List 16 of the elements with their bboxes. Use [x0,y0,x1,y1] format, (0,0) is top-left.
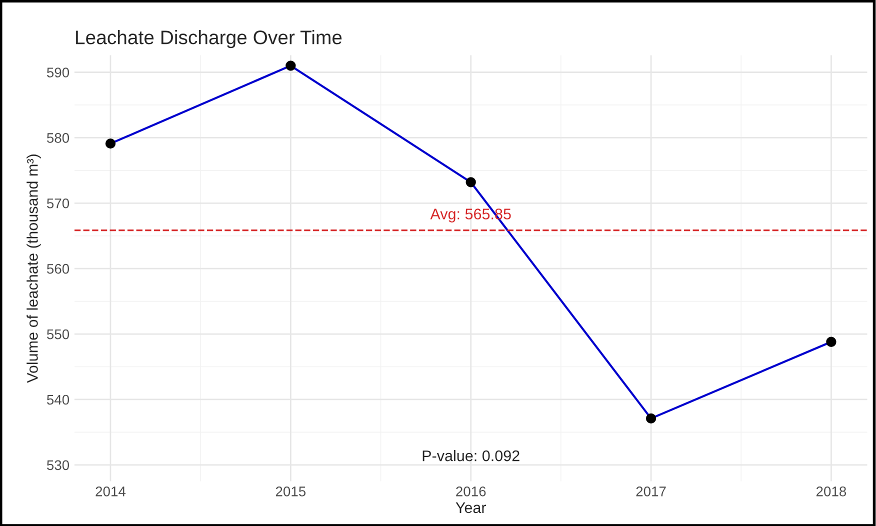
x-tick-label: 2016 [456,486,486,496]
y-tick-label: 540 [46,394,70,405]
x-axis-title: Year [456,502,486,514]
y-tick-label: 560 [46,264,70,274]
y-axis-title: Volume of leachate (thousand m³) [26,154,41,383]
y-tick-label: 570 [46,198,70,208]
x-tick-label: 2014 [96,486,126,496]
y-tick-label: 550 [46,329,70,340]
x-tick-label: 2018 [816,486,846,496]
y-tick-label: 590 [46,68,70,78]
x-tick-label: 2015 [276,486,306,496]
x-tick-label: 2017 [636,486,666,496]
y-tick-label: 530 [46,460,70,470]
chart-title: Leachate Discharge Over Time [76,30,342,48]
annotation: P-value: 0.092 [422,450,520,462]
y-tick-label: 580 [46,133,70,143]
